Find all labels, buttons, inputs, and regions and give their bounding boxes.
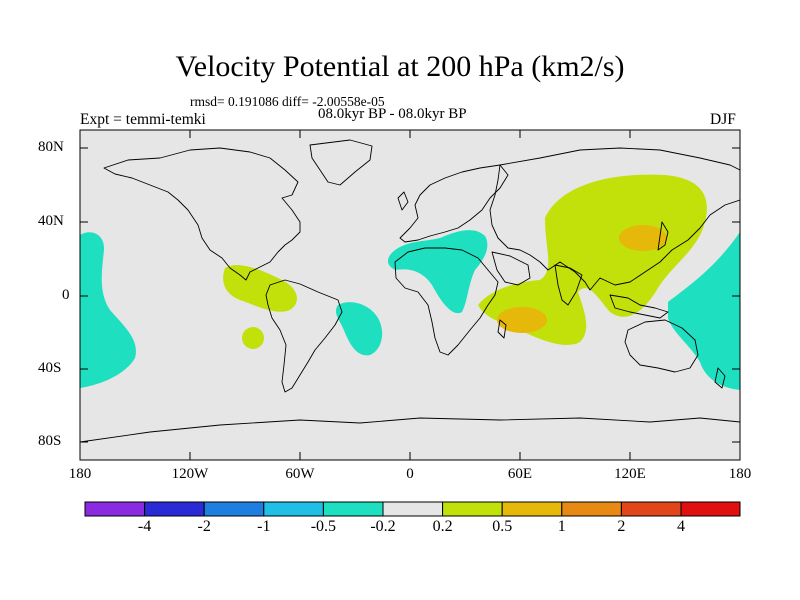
lon-label-120e: 120E (614, 466, 646, 482)
season-label: DJF (710, 111, 736, 128)
lon-label-180w: 180 (68, 466, 92, 482)
coast-madagascar (497, 319, 507, 339)
coast-new-zealand (714, 367, 726, 389)
colorbar-box-7 (442, 501, 503, 517)
colorbar-label-9: 2 (617, 518, 626, 535)
coast-southeast-asia-islands (609, 294, 669, 319)
lat-label-80n: 80N (38, 139, 64, 155)
coast-australia (624, 319, 699, 373)
lon-label-120w: 120W (171, 466, 209, 482)
lat-label-40s: 40S (38, 360, 62, 376)
colorbar-box-3 (203, 501, 265, 517)
colorbar-box-2 (144, 501, 205, 517)
positive-max-east-asia (619, 225, 667, 251)
colorbar-label-1: -4 (137, 518, 152, 535)
colorbar-box-10 (620, 501, 682, 517)
stats-line: rmsd= 0.191086 diff= -2.00558e-05 (190, 94, 385, 109)
coast-antarctica (80, 417, 740, 443)
negative-region-south-atlantic (335, 302, 383, 356)
lat-label-40n: 40N (38, 213, 64, 229)
plot-title: Velocity Potential at 200 hPa (km2/s) (175, 50, 625, 83)
coast-south-america (265, 279, 343, 393)
colorbar-label-8: 1 (557, 518, 566, 535)
lon-label-180e: 180 (728, 466, 752, 482)
colorbar-label-10: 4 (677, 518, 685, 535)
lon-label-60e: 60E (507, 466, 533, 482)
colorbar-label-6: 0.2 (432, 518, 453, 535)
coast-japan (657, 221, 669, 251)
colorbar-label-4: -0.5 (310, 518, 337, 535)
colorbar-label-3: -1 (257, 518, 271, 535)
axis-ticks (80, 130, 740, 460)
lon-label-0: 0 (406, 466, 414, 482)
lat-label-eq: 0 (62, 287, 70, 303)
experiment-label: Expt = temmi-temki (80, 111, 206, 128)
colorbar-box-8 (501, 501, 563, 517)
coast-greenland (309, 139, 373, 186)
negative-region-west-pacific (668, 232, 740, 390)
positive-max-indian-ocean (497, 307, 547, 333)
coast-asia (489, 147, 740, 291)
colorbar-label-2: -2 (197, 518, 211, 535)
coast-north-america (103, 147, 301, 281)
coastlines (80, 139, 740, 443)
colorbar-label-5: -0.2 (370, 518, 396, 535)
coast-arabia (491, 251, 531, 286)
coast-africa (394, 247, 499, 356)
colorbar-box-6 (382, 501, 444, 517)
lon-label-60w: 60W (285, 466, 315, 482)
positive-region-south-pacific (242, 327, 264, 349)
coast-uk (397, 191, 409, 211)
colorbar-label-7: 0.5 (492, 518, 513, 535)
colorbar (84, 501, 741, 517)
colorbar-box-5 (322, 501, 384, 517)
positive-region-asia (478, 174, 707, 345)
colorbar-box-4 (263, 501, 324, 517)
lat-label-80s: 80S (38, 433, 62, 449)
coast-europe (399, 164, 509, 243)
colorbar-box-1 (84, 501, 146, 517)
period-line: 08.0kyr BP - 08.0kyr BP (318, 106, 467, 122)
colorbar-box-9 (561, 501, 622, 517)
negative-region-east-pacific (80, 232, 136, 388)
colorbar-box-11 (680, 501, 741, 517)
coast-india (554, 264, 583, 306)
